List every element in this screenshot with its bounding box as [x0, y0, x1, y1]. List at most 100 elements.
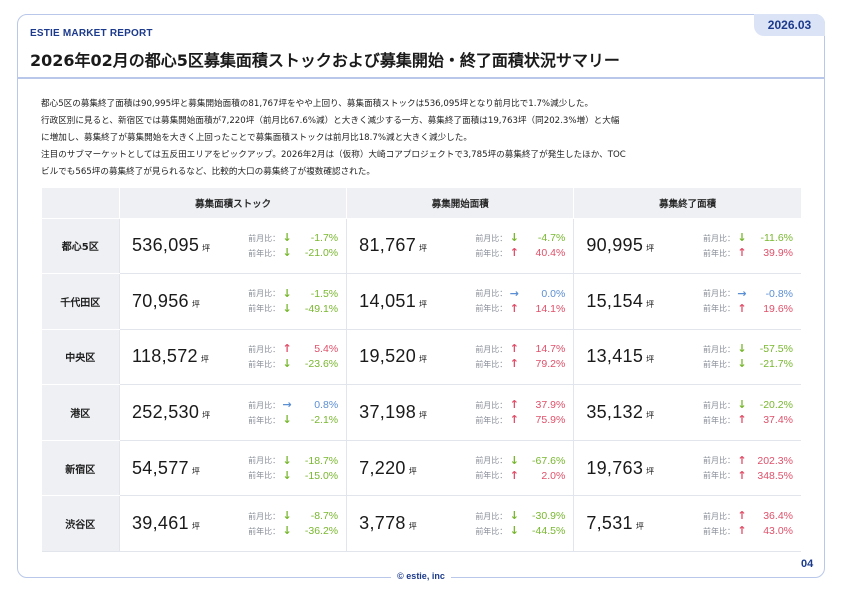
change-block: 前月比： ↓ -67.6% 前年比： ↑ 2.0%	[475, 455, 565, 482]
arrow-up-icon: ↑	[509, 301, 519, 315]
metric-cell-content: 39,461 坪 前月比： ↓ -8.7% 前年比： ↓ -36.2%	[120, 496, 346, 551]
area-name: 都心5区	[41, 218, 120, 275]
unit-label: 坪	[191, 466, 200, 476]
mom-label: 前月比：	[703, 233, 735, 243]
yoy-label: 前年比：	[703, 415, 735, 425]
metric-cell-content: 19,520 坪 前月比： ↑ 14.7% 前年比： ↑ 79.2%	[347, 330, 573, 385]
metric-value: 39,461	[132, 513, 189, 534]
metric-cell-content: 13,415 坪 前月比： ↓ -57.5% 前年比： ↓ -21.7%	[574, 330, 801, 385]
change-block: 前月比： ↑ 37.9% 前年比： ↑ 75.9%	[475, 399, 565, 426]
change-block: 前月比： ↓ -20.2% 前年比： ↑ 37.4%	[703, 399, 793, 426]
metric-value-group: 81,767 坪	[359, 235, 427, 256]
summary-text: 都心5区の募集終了面積は90,995坪と募集開始面積の81,767坪をやや上回り…	[41, 96, 801, 181]
arrow-down-icon: ↓	[509, 231, 519, 245]
arrow-right-icon: →	[737, 286, 747, 300]
metric-cell-content: 37,198 坪 前月比： ↑ 37.9% 前年比： ↑ 75.9%	[347, 385, 573, 440]
metric-value: 7,220	[359, 457, 406, 478]
metric-value-group: 252,530 坪	[132, 402, 210, 423]
area-name: 新宿区	[41, 440, 120, 497]
arrow-down-icon: ↓	[282, 453, 292, 467]
footer-copyright: © estie, inc	[0, 571, 842, 581]
metric-cell: 19,763 坪 前月比： ↑ 202.3% 前年比： ↑ 348.5%	[573, 440, 801, 497]
metric-cell-content: 35,132 坪 前月比： ↓ -20.2% 前年比： ↑ 37.4%	[574, 385, 801, 440]
table-row: 中央区 118,572 坪 前月比： ↑ 5.4% 前年比： ↓ -23.6% …	[41, 329, 801, 386]
mom-change: 36.4%	[763, 510, 793, 523]
metric-cell-content: 7,220 坪 前月比： ↓ -67.6% 前年比： ↑ 2.0%	[347, 441, 573, 496]
arrow-down-icon: ↓	[282, 246, 292, 260]
yoy-change: 43.0%	[763, 525, 793, 538]
arrow-right-icon: →	[509, 286, 519, 300]
metric-value: 14,051	[359, 290, 417, 311]
yoy-label: 前年比：	[703, 359, 735, 369]
arrow-right-icon: →	[282, 398, 292, 412]
yoy-label: 前年比：	[703, 248, 735, 258]
change-block: 前月比： ↑ 202.3% 前年比： ↑ 348.5%	[703, 455, 793, 482]
metric-value-group: 536,095 坪	[132, 235, 210, 256]
yoy-change: -36.2%	[304, 525, 339, 538]
metric-value-group: 19,763 坪	[586, 458, 654, 479]
mom-label: 前月比：	[703, 456, 735, 466]
metric-cell: 536,095 坪 前月比： ↓ -1.7% 前年比： ↓ -21.0%	[118, 218, 347, 275]
mom-change: 202.3%	[757, 454, 793, 467]
arrow-down-icon: ↓	[737, 357, 747, 371]
yoy-change: -23.6%	[304, 358, 339, 371]
arrow-up-icon: ↑	[737, 468, 747, 482]
change-block: 前月比： ↓ -8.7% 前年比： ↓ -36.2%	[248, 510, 338, 537]
mom-change: 0.0%	[541, 287, 566, 300]
metric-cell: 252,530 坪 前月比： → 0.8% 前年比： ↓ -2.1%	[118, 384, 347, 441]
yoy-label: 前年比：	[248, 304, 281, 314]
column-header-start: 募集開始面積	[346, 188, 574, 219]
change-block: 前月比： ↓ -57.5% 前年比： ↓ -21.7%	[703, 343, 793, 370]
mom-label: 前月比：	[248, 289, 281, 299]
metric-cell-content: 252,530 坪 前月比： → 0.8% 前年比： ↓ -2.1%	[120, 385, 346, 440]
change-block: 前月比： → -0.8% 前年比： ↑ 19.6%	[703, 288, 793, 315]
yoy-label: 前年比：	[703, 304, 735, 314]
unit-label: 坪	[202, 244, 211, 254]
metric-value-group: 13,415 坪	[586, 346, 654, 367]
area-name: 渋谷区	[41, 495, 120, 553]
metric-value: 81,767	[359, 235, 417, 256]
yoy-change: -2.1%	[310, 414, 339, 427]
unit-label: 坪	[191, 299, 200, 309]
mom-label: 前月比：	[248, 400, 281, 410]
mom-change: -57.5%	[759, 343, 793, 356]
mom-label: 前月比：	[475, 456, 508, 466]
arrow-down-icon: ↓	[282, 524, 292, 538]
yoy-change: 40.4%	[535, 247, 566, 260]
arrow-down-icon: ↓	[737, 231, 747, 245]
yoy-label: 前年比：	[475, 526, 508, 536]
metric-cell-content: 7,531 坪 前月比： ↑ 36.4% 前年比： ↑ 43.0%	[574, 496, 801, 551]
table-row: 渋谷区 39,461 坪 前月比： ↓ -8.7% 前年比： ↓ -36.2% …	[41, 495, 801, 553]
mom-change: 37.9%	[535, 399, 566, 412]
metric-value-group: 35,132 坪	[586, 402, 654, 423]
yoy-label: 前年比：	[703, 526, 735, 536]
metric-value-group: 118,572 坪	[132, 346, 209, 367]
page-title: 2026年02月の都心5区募集面積ストックおよび募集開始・終了面積状況サマリー	[30, 51, 620, 70]
change-block: 前月比： → 0.8% 前年比： ↓ -2.1%	[248, 399, 338, 426]
date-badge: 2026.03	[754, 14, 825, 36]
column-header-end: 募集終了面積	[573, 188, 801, 219]
metric-cell: 81,767 坪 前月比： ↓ -4.7% 前年比： ↑ 40.4%	[346, 218, 574, 275]
arrow-up-icon: ↑	[509, 398, 519, 412]
page-number: 04	[801, 558, 814, 570]
summary-line: 注目のサブマーケットとしては五反田エリアをピックアップ。2026年2月は（仮称）…	[41, 150, 626, 160]
metric-value: 13,415	[586, 346, 644, 367]
yoy-label: 前年比：	[475, 471, 508, 481]
mom-label: 前月比：	[475, 511, 508, 521]
metric-value-group: 70,956 坪	[132, 291, 200, 312]
metric-cell: 13,415 坪 前月比： ↓ -57.5% 前年比： ↓ -21.7%	[573, 329, 801, 386]
metric-cell-content: 70,956 坪 前月比： ↓ -1.5% 前年比： ↓ -49.1%	[120, 274, 346, 329]
unit-label: 坪	[646, 244, 655, 254]
arrow-down-icon: ↓	[282, 301, 292, 315]
metric-cell-content: 118,572 坪 前月比： ↑ 5.4% 前年比： ↓ -23.6%	[120, 330, 346, 385]
unit-label: 坪	[408, 522, 417, 532]
yoy-change: 19.6%	[763, 302, 793, 315]
mom-change: -1.7%	[310, 232, 339, 245]
mom-label: 前月比：	[475, 233, 508, 243]
change-block: 前月比： ↓ -18.7% 前年比： ↓ -15.0%	[248, 455, 338, 482]
arrow-down-icon: ↓	[282, 413, 292, 427]
mom-label: 前月比：	[248, 456, 281, 466]
arrow-up-icon: ↑	[737, 246, 747, 260]
metric-cell: 90,995 坪 前月比： ↓ -11.6% 前年比： ↑ 39.9%	[573, 218, 801, 275]
unit-label: 坪	[646, 299, 655, 309]
